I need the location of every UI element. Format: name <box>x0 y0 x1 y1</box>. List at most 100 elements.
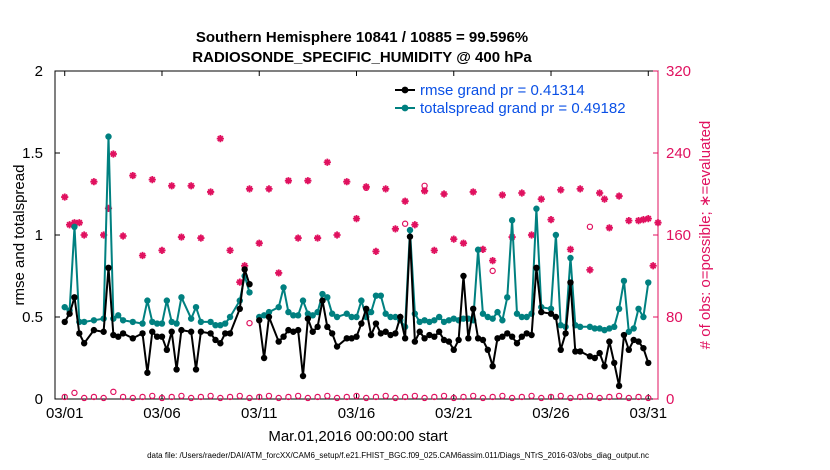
obs-possible-point <box>353 392 360 400</box>
rmse-point <box>328 330 336 337</box>
obs-possible-point <box>100 394 107 402</box>
totalspread-point <box>630 325 637 332</box>
rmse-point <box>504 330 511 337</box>
rmse-point <box>299 372 307 380</box>
obs-evaluated-point <box>80 231 88 239</box>
totalspread-point <box>324 294 331 301</box>
obs-evaluated-point <box>586 266 594 274</box>
totalspread-point <box>508 217 516 224</box>
legend-marker <box>401 86 409 94</box>
totalspread-point <box>299 297 307 304</box>
rmse-point <box>153 333 161 340</box>
totalspread-point <box>596 325 603 332</box>
totalspread-point <box>90 317 98 324</box>
rmse-point <box>625 346 633 353</box>
obs-evaluated-point <box>557 186 565 194</box>
rmse-point <box>226 330 234 337</box>
obs-possible-point <box>489 267 496 275</box>
obs-evaluated-point <box>537 195 545 203</box>
rmse-point <box>591 354 598 362</box>
obs-evaluated-point <box>644 215 652 223</box>
totalspread-point <box>426 318 433 326</box>
obs-possible-point <box>80 394 88 402</box>
obs-possible-point <box>518 393 526 401</box>
obs-evaluated-point <box>411 221 419 229</box>
y-right-tick-label: 80 <box>666 309 683 326</box>
totalspread-point <box>275 303 282 311</box>
totalspread-point <box>635 305 642 312</box>
rmse-point <box>309 328 316 335</box>
totalspread-point <box>168 318 175 326</box>
totalspread-point <box>129 318 137 326</box>
totalspread-point <box>445 317 453 324</box>
obs-possible-point <box>635 393 642 401</box>
obs-evaluated-point <box>255 239 263 247</box>
y-right-tick-label: 0 <box>666 391 674 408</box>
rmse-point <box>494 335 501 342</box>
rmse-point <box>567 279 574 286</box>
rmse-point <box>294 326 302 334</box>
rmse-point <box>353 333 360 340</box>
totalspread-point <box>484 313 491 321</box>
totalspread-point <box>280 284 287 291</box>
rmse-point <box>416 328 423 335</box>
x-axis-label: Mar.01,2016 00:00:00 start <box>268 428 448 445</box>
totalspread-point <box>80 318 88 326</box>
rmse-point <box>212 336 219 344</box>
totalspread-point <box>139 320 146 327</box>
y-tick-label: 1.5 <box>22 145 43 162</box>
rmse-point <box>158 333 166 340</box>
rmse-point <box>363 305 370 312</box>
obs-evaluated-point <box>100 231 108 239</box>
totalspread-point <box>71 223 78 230</box>
y-axis-right-label: # of obs: o=possible; ∗=evaluated <box>697 121 714 350</box>
obs-possible-point <box>217 394 224 402</box>
obs-possible-point <box>256 393 263 401</box>
obs-evaluated-point <box>65 221 74 229</box>
data-file-footer: data file: /Users/raeder/DAI/ATM_forcXX/… <box>147 451 649 460</box>
rmse-point <box>401 335 409 342</box>
rmse-point <box>90 326 98 334</box>
legend-marker <box>401 104 409 112</box>
obs-possible-point <box>285 393 292 401</box>
totalspread-point <box>645 279 652 286</box>
totalspread-point <box>207 318 214 326</box>
totalspread-point <box>479 310 487 317</box>
rmse-point <box>61 318 68 326</box>
rmse-point <box>377 330 385 337</box>
obs-possible-point <box>606 393 613 401</box>
rmse-point <box>392 330 399 337</box>
totalspread-point <box>620 277 628 285</box>
obs-evaluated-point <box>129 171 137 180</box>
obs-possible-point <box>139 393 146 401</box>
rmse-point <box>173 366 180 373</box>
rmse-point <box>144 369 151 376</box>
obs-possible-point <box>149 392 156 400</box>
rmse-point <box>547 310 555 317</box>
rmse-point <box>489 363 496 370</box>
totalspread-point <box>513 310 521 317</box>
obs-evaluated-point <box>61 193 69 201</box>
obs-evaluated-point <box>70 219 79 227</box>
totalspread-point <box>217 322 224 329</box>
rmse-point <box>411 338 419 345</box>
obs-evaluated-point <box>284 177 293 185</box>
obs-evaluated-point <box>197 234 205 242</box>
obs-possible-point <box>401 220 409 227</box>
obs-possible-point <box>489 393 496 401</box>
rmse-point <box>601 363 608 370</box>
totalspread-point <box>115 312 122 319</box>
rmse-point <box>343 335 350 342</box>
rmse-point <box>479 336 487 344</box>
totalspread-point <box>504 294 511 301</box>
rmse-point <box>314 323 321 331</box>
obs-evaluated-point <box>430 246 438 254</box>
obs-possible-point <box>528 392 535 400</box>
obs-evaluated-point <box>518 189 526 197</box>
obs-possible-point <box>187 394 195 402</box>
rmse-point <box>596 349 603 357</box>
totalspread-point <box>576 323 584 331</box>
rmse-point <box>538 308 545 316</box>
rmse-point <box>372 320 380 327</box>
